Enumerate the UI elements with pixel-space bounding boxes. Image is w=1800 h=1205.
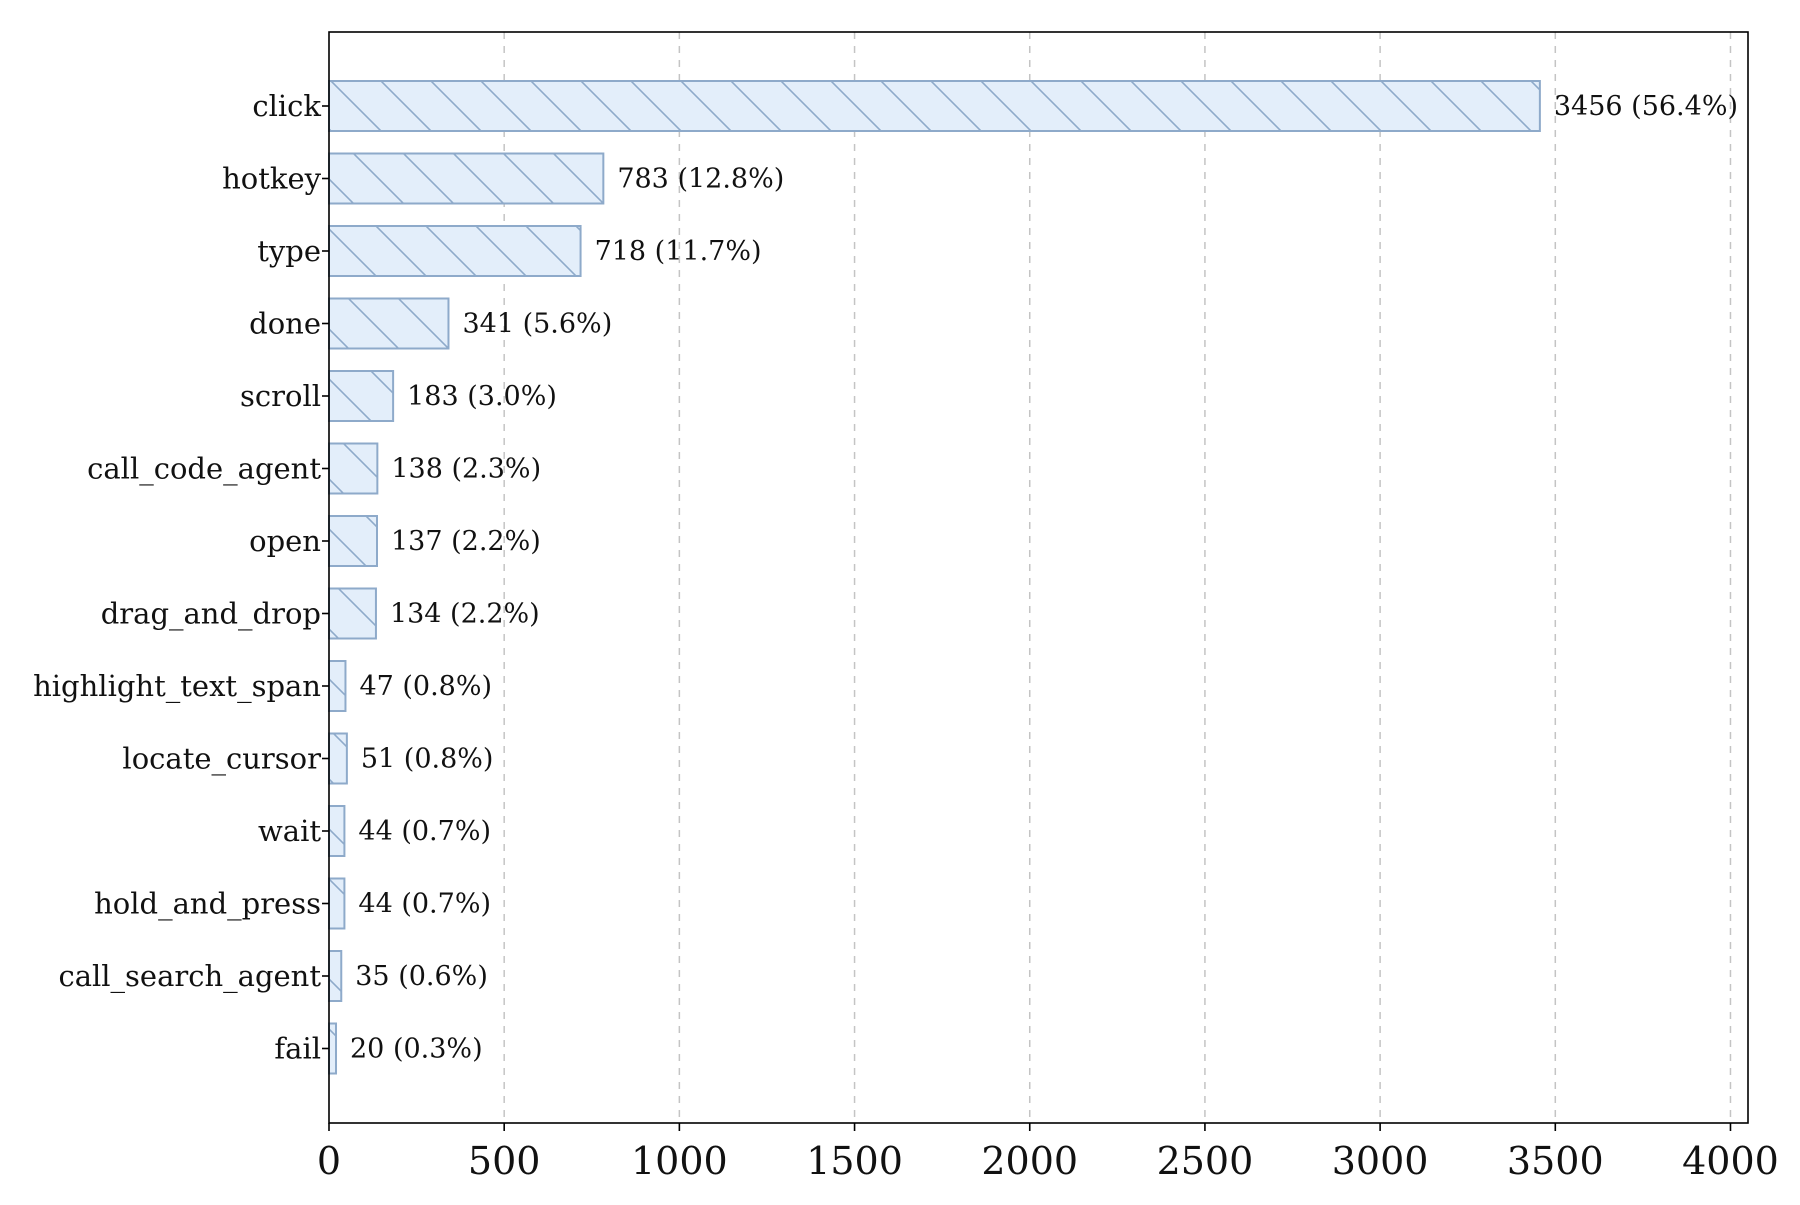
bar (328, 297, 450, 350)
bar (328, 660, 347, 712)
bar-value-label: 783 (12.8%) (617, 164, 784, 195)
bar-value-label: 20 (0.3%) (350, 1034, 483, 1065)
x-tick-label: 500 (468, 1139, 541, 1183)
bar (328, 950, 343, 1002)
grid-lines (503, 32, 1732, 1123)
category-labels: click hotkey type done scroll call_code_agent… (33, 89, 329, 1066)
x-tick-label: 3500 (1507, 1139, 1604, 1183)
bar (328, 442, 379, 495)
bar-value-label: 183 (3.0%) (407, 381, 557, 412)
x-tick-label: 2000 (981, 1139, 1078, 1183)
category-label: call_code_agent (87, 452, 321, 487)
category-label: locate_cursor (122, 742, 321, 777)
x-tick-label: 4000 (1682, 1139, 1779, 1183)
category-label: wait (258, 814, 321, 848)
x-tick-label: 2500 (1157, 1139, 1254, 1183)
x-tick-label: 1500 (806, 1139, 903, 1183)
category-label: call_search_agent (58, 959, 321, 994)
bar-value-label: 718 (11.7%) (595, 236, 762, 267)
bar-value-label: 134 (2.2%) (390, 599, 540, 630)
bar-value-label: 47 (0.8%) (359, 671, 492, 702)
bars (328, 80, 1541, 1075)
bar (328, 587, 377, 640)
category-label: fail (274, 1032, 321, 1066)
x-axis-ticks: 0 500 1000 1500 2000 2500 3000 3500 4000 (317, 1123, 1779, 1183)
category-label: type (257, 234, 321, 268)
category-label: highlight_text_span (33, 669, 321, 704)
bar (328, 732, 348, 785)
bar (328, 877, 346, 930)
x-tick-label: 3000 (1332, 1139, 1429, 1183)
bar (328, 515, 379, 567)
category-label: hotkey (222, 162, 322, 196)
bar-value-label: 3456 (56.4%) (1554, 91, 1738, 122)
bar (328, 152, 605, 205)
bar (328, 805, 346, 857)
bar (328, 80, 1541, 132)
bar (328, 370, 395, 422)
bar-value-label: 44 (0.7%) (358, 816, 491, 847)
bar (328, 225, 582, 277)
bar-value-label: 341 (5.6%) (462, 309, 612, 340)
category-label: scroll (240, 379, 321, 413)
bar-value-label: 51 (0.8%) (361, 744, 494, 775)
bar-value-label: 137 (2.2%) (391, 526, 541, 557)
bar (328, 1022, 338, 1075)
x-tick-label: 0 (317, 1139, 341, 1183)
plot-frame (328, 31, 1749, 1124)
bar-value-labels: 3456 (56.4%) 783 (12.8%) 718 (11.7%) 341 (5… (350, 91, 1738, 1065)
category-label: click (252, 89, 321, 123)
bar-value-label: 35 (0.6%) (355, 961, 488, 992)
bar-value-label: 138 (2.3%) (391, 454, 541, 485)
x-tick-label: 1000 (631, 1139, 728, 1183)
category-label: drag_and_drop (101, 597, 321, 632)
category-label: hold_and_press (94, 887, 321, 922)
category-label: done (249, 307, 321, 341)
category-label: open (249, 524, 321, 558)
bar-value-label: 44 (0.7%) (358, 889, 491, 920)
